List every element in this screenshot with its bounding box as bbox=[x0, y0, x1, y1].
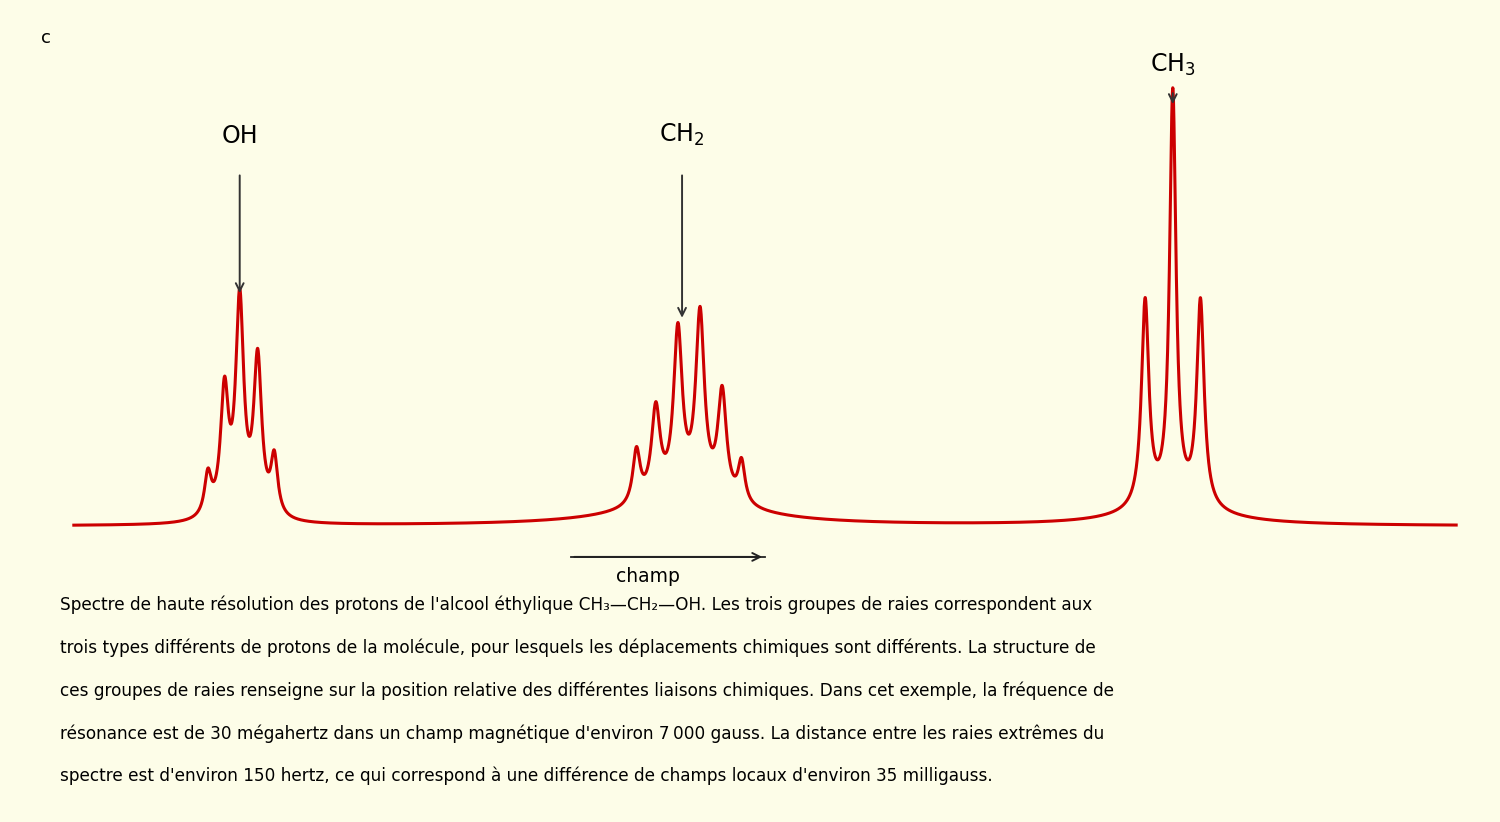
Text: CH$_2$: CH$_2$ bbox=[660, 122, 705, 148]
Text: Spectre de haute résolution des protons de l'alcool éthylique CH₃—CH₂—OH. Les tr: Spectre de haute résolution des protons … bbox=[60, 596, 1092, 615]
Text: c: c bbox=[40, 29, 51, 47]
Text: trois types différents de protons de la molécule, pour lesquels les déplacements: trois types différents de protons de la … bbox=[60, 639, 1095, 658]
Text: ces groupes de raies renseigne sur la position relative des différentes liaisons: ces groupes de raies renseigne sur la po… bbox=[60, 681, 1114, 700]
Text: CH$_3$: CH$_3$ bbox=[1150, 52, 1196, 78]
Text: OH: OH bbox=[222, 124, 258, 148]
Text: spectre est d'environ 150 hertz, ce qui correspond à une différence de champs lo: spectre est d'environ 150 hertz, ce qui … bbox=[60, 767, 993, 786]
Text: résonance est de 30 mégahertz dans un champ magnétique d'environ 7 000 gauss. La: résonance est de 30 mégahertz dans un ch… bbox=[60, 724, 1104, 743]
Text: champ: champ bbox=[615, 567, 680, 586]
